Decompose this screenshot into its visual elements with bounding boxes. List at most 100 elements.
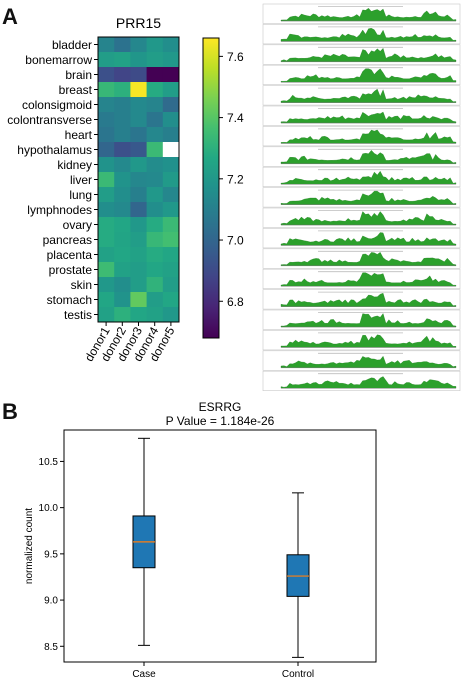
track-area <box>280 68 457 83</box>
heatmap-cell <box>98 187 115 203</box>
heatmap-cell <box>146 217 164 233</box>
boxplot-frame <box>63 429 377 663</box>
heatmap-cell <box>130 307 147 323</box>
heatmap-cell <box>114 232 131 248</box>
heatmap-row-label: prostate <box>49 263 93 277</box>
heatmap-cell <box>98 202 115 218</box>
heatmap-cell <box>98 157 115 173</box>
heatmap-cell <box>130 67 147 83</box>
track-area <box>280 7 457 22</box>
heatmap-cell <box>114 172 131 188</box>
heatmap-cell <box>98 67 115 83</box>
heatmap-cell <box>130 52 147 68</box>
heatmap-cell <box>114 97 131 113</box>
heatmap-row-label: lymphnodes <box>27 203 92 217</box>
track-area <box>280 252 457 266</box>
heatmap-cell <box>146 232 164 248</box>
y-tick-label: 9.5 <box>44 549 58 560</box>
heatmap-cell <box>146 277 164 293</box>
colorbar-tick-label: 6.8 <box>227 295 244 309</box>
heatmap-cell <box>146 307 164 323</box>
y-axis-label: normalized count <box>24 508 35 584</box>
heatmap-cell <box>162 112 180 128</box>
heatmap-cell <box>98 262 115 278</box>
heatmap-cell <box>98 277 115 293</box>
heatmap-cell <box>130 112 147 128</box>
heatmap-cell <box>162 307 180 323</box>
heatmap-cell <box>98 232 115 248</box>
heatmap-row-label: skin <box>71 278 92 292</box>
heatmap-cell <box>146 97 164 113</box>
heatmap-cell <box>98 217 115 233</box>
heatmap-cell <box>146 202 164 218</box>
heatmap-cell <box>162 232 180 248</box>
heatmap-cell <box>162 67 180 83</box>
heatmap-cell <box>98 142 115 158</box>
track-area <box>280 232 457 246</box>
heatmap-cell <box>130 157 147 173</box>
heatmap-cell <box>146 67 164 83</box>
track-area <box>280 150 457 164</box>
track-area <box>280 293 457 307</box>
track-area <box>280 170 457 185</box>
heatmap-cell <box>162 52 180 68</box>
heatmap-cell <box>130 142 147 158</box>
heatmap-cell <box>162 292 180 308</box>
heatmap-cell <box>114 277 131 293</box>
track-area <box>280 129 457 144</box>
heatmap-cell <box>114 112 131 128</box>
heatmap-cell <box>98 292 115 308</box>
track-area <box>280 376 457 389</box>
heatmap-cell <box>162 172 180 188</box>
heatmap-cell <box>162 127 180 143</box>
heatmap-row-label: bonemarrow <box>25 53 92 67</box>
heatmap-cell <box>98 112 115 128</box>
heatmap-cell <box>130 277 147 293</box>
heatmap-row-label: bladder <box>52 38 92 52</box>
heatmap-cell <box>146 172 164 188</box>
heatmap-cell <box>162 202 180 218</box>
heatmap-row-label: kidney <box>57 158 92 172</box>
heatmap-cell <box>114 217 131 233</box>
heatmap-cell <box>130 217 147 233</box>
colorbar-tick-label: 7.0 <box>227 234 244 248</box>
heatmap-cell <box>130 97 147 113</box>
heatmap-cell <box>98 97 115 113</box>
heatmap-cell <box>114 37 131 53</box>
heatmap-cell <box>114 262 131 278</box>
colorbar-tick-label: 7.6 <box>227 50 244 64</box>
heatmap-row-label: placenta <box>47 248 93 262</box>
heatmap-cell <box>130 202 147 218</box>
heatmap-cell <box>146 247 164 263</box>
heatmap-cell <box>162 277 180 293</box>
heatmap-cell <box>146 112 164 128</box>
heatmap-cell <box>162 82 180 98</box>
heatmap-cell <box>162 187 180 203</box>
heatmap-cell <box>114 142 131 158</box>
heatmap-cell <box>130 247 147 263</box>
heatmap-row-label: hypothalamus <box>17 143 92 157</box>
heatmap-cell <box>130 262 147 278</box>
heatmap-cell <box>162 157 180 173</box>
heatmap-cell <box>114 157 131 173</box>
heatmap-cell <box>114 202 131 218</box>
heatmap-cell <box>98 37 115 53</box>
track-area <box>280 48 457 62</box>
heatmap-cell <box>98 82 115 98</box>
y-tick-label: 10.5 <box>39 457 59 468</box>
heatmap-cell <box>98 307 115 323</box>
heatmap-cell <box>98 172 115 188</box>
heatmap-cell <box>130 292 147 308</box>
heatmap-cell <box>146 82 164 98</box>
y-tick-label: 9.0 <box>44 596 58 607</box>
heatmap-cell <box>130 82 147 98</box>
heatmap-row-label: heart <box>65 128 93 142</box>
heatmap-row-label: brain <box>65 68 92 82</box>
boxplot-title: ESRRG <box>199 400 242 414</box>
heatmap-cell <box>114 247 131 263</box>
heatmap-cell <box>114 307 131 323</box>
colorbar <box>202 37 220 339</box>
heatmap-title: PRR15 <box>116 15 161 31</box>
heatmap-row-label: pancreas <box>43 233 92 247</box>
